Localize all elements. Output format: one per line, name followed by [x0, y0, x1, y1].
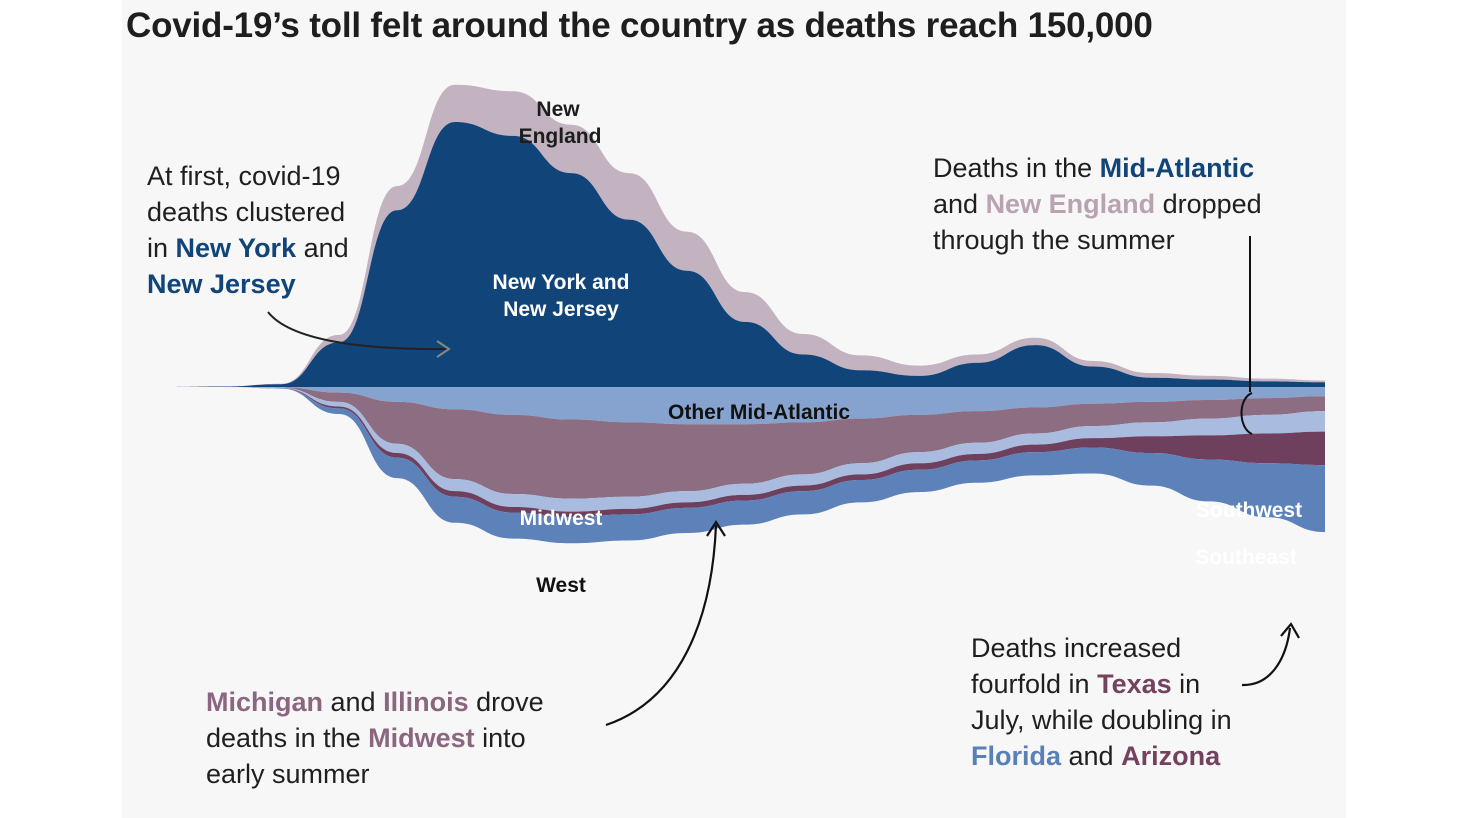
label-ny-2: New Jersey	[503, 298, 619, 321]
stream-west	[165, 387, 1325, 512]
label-new-england-2: England	[519, 125, 602, 148]
arrow-ny	[267, 311, 449, 351]
annotation-bottom-right: Deaths increased fourfold in Texas in Ju…	[971, 633, 1232, 771]
arrow-midwest-head	[706, 519, 726, 537]
label-west: West	[536, 574, 586, 597]
stream-other-mid-atlantic	[165, 387, 1325, 425]
label-southeast: Southeast	[1195, 546, 1297, 569]
annotation-bottom-left: Michigan and Illinois drove deaths in th…	[206, 687, 544, 789]
bracket-mid-atlantic	[1240, 392, 1253, 435]
arrow-southeast	[1241, 627, 1292, 687]
label-ny-1: New York and	[493, 271, 630, 294]
arrow-midwest	[605, 524, 718, 727]
label-new-england-1: New	[536, 98, 580, 121]
stream-southeast	[165, 387, 1325, 544]
annotation-left: At first, covid-19 deaths clustered in N…	[147, 161, 349, 299]
annotation-top-right: Deaths in the Mid-Atlantic and New Engla…	[933, 153, 1262, 255]
arrow-southeast-head	[1280, 622, 1300, 639]
stream-layers	[165, 84, 1325, 544]
stream-midwest	[165, 387, 1325, 499]
label-other-mid-atlantic: Other Mid-Atlantic	[668, 401, 850, 424]
arrow-ny-head	[436, 340, 451, 358]
label-midwest: Midwest	[520, 507, 603, 530]
label-southwest: Southwest	[1196, 499, 1302, 522]
stream-new-york-and-new-jersey	[165, 121, 1325, 387]
chart-title: Covid-19’s toll felt around the country …	[126, 6, 1153, 45]
